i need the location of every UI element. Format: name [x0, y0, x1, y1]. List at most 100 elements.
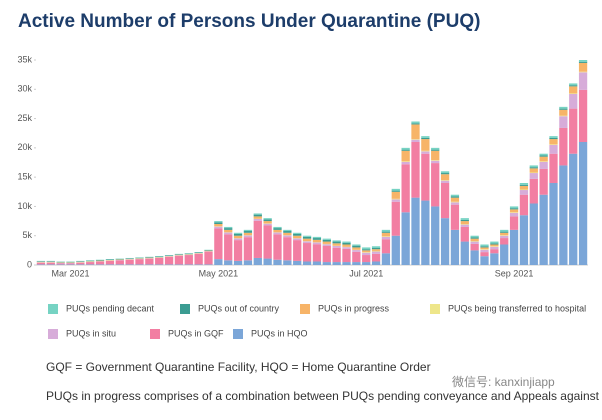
- bar-segment: [520, 183, 528, 185]
- bar-segment: [313, 261, 321, 265]
- bar-segment: [264, 224, 272, 226]
- bar-segment: [451, 230, 459, 265]
- bar-segment: [135, 258, 143, 259]
- bar-segment: [431, 161, 439, 163]
- bar-segment: [254, 216, 262, 218]
- bar-segment: [480, 252, 488, 256]
- bar-segment: [530, 168, 538, 172]
- bar-segment: [352, 246, 360, 248]
- legend-label: PUQs in progress: [318, 303, 390, 313]
- legend-label: PUQs out of country: [198, 303, 280, 313]
- bar-segment: [549, 145, 557, 154]
- bar-segment: [342, 262, 350, 265]
- bar-segment: [165, 264, 173, 265]
- bar-segment: [185, 255, 193, 264]
- bar-segment: [500, 236, 508, 238]
- bar-segment: [372, 248, 380, 249]
- bar-segment: [421, 201, 429, 265]
- bar-segment: [510, 208, 518, 209]
- bar-segment: [342, 249, 350, 262]
- bar-segment: [559, 116, 567, 128]
- bar-segment: [362, 250, 370, 252]
- note: PUQs in progress comprises of a combinat…: [46, 389, 602, 403]
- y-tick-label: 0: [27, 259, 32, 269]
- legend-label: PUQs in situ: [66, 328, 116, 338]
- bar-segment: [57, 262, 65, 263]
- bar-segment: [214, 222, 222, 224]
- bar-segment: [500, 235, 508, 236]
- bar-segment: [549, 138, 557, 139]
- bar-segment: [559, 110, 567, 116]
- bar-segment: [342, 242, 350, 243]
- bar-segment: [579, 72, 587, 90]
- bar-segment: [500, 230, 508, 232]
- bar-segment: [293, 261, 301, 265]
- bar-segment: [214, 228, 222, 259]
- bar-segment: [145, 257, 153, 258]
- bar-segment: [520, 190, 528, 195]
- bar-segment: [471, 236, 479, 238]
- bar-segment: [224, 230, 232, 232]
- bar-segment: [165, 257, 173, 265]
- bar-segment: [382, 230, 390, 232]
- bar-segment: [273, 232, 281, 234]
- bar-segment: [293, 238, 301, 240]
- bar-segment: [559, 116, 567, 117]
- bar-segment: [244, 231, 252, 233]
- watermark: 微信号: kanxinjiapp: [452, 375, 555, 389]
- bar-segment: [204, 264, 212, 265]
- bar-segment: [342, 243, 350, 245]
- bar-segment: [490, 253, 498, 265]
- bar-segment: [224, 232, 232, 234]
- bar-segment: [264, 259, 272, 265]
- bar-segment: [540, 162, 548, 169]
- bar-segment: [421, 151, 429, 152]
- bar-segment: [461, 224, 469, 225]
- bar-segment: [480, 245, 488, 247]
- bar-segment: [313, 237, 321, 238]
- bar-segment: [234, 236, 242, 238]
- bar-segment: [86, 262, 94, 264]
- bar-segment: [510, 212, 518, 213]
- bar-segment: [411, 122, 419, 124]
- bar-segment: [214, 259, 222, 265]
- bar-segment: [411, 124, 419, 139]
- bar-segment: [540, 154, 548, 156]
- bar-segment: [510, 230, 518, 265]
- bar-segment: [175, 264, 183, 265]
- bar-segment: [116, 264, 124, 265]
- bar-segment: [392, 191, 400, 192]
- bar-segment: [471, 244, 479, 250]
- bar-segment: [549, 139, 557, 144]
- bar-segment: [451, 205, 459, 230]
- bar-segment: [520, 185, 528, 186]
- y-tick-label: 35k: [17, 54, 32, 64]
- bar-segment: [441, 181, 449, 183]
- bar-segment: [244, 237, 252, 260]
- bar-segment: [323, 244, 331, 246]
- bar-segment: [402, 150, 410, 151]
- bar-segment: [254, 213, 262, 214]
- bar-segment: [155, 264, 163, 265]
- bar-segment: [490, 247, 498, 249]
- bar-segment: [303, 243, 311, 261]
- bar-segment: [382, 233, 390, 237]
- bar-segment: [579, 72, 587, 73]
- bar-segment: [254, 219, 262, 221]
- bar-segment: [293, 236, 301, 238]
- bar-segment: [362, 253, 370, 255]
- bar-segment: [254, 258, 262, 265]
- bar-segment: [352, 245, 360, 246]
- bar-segment: [37, 261, 45, 262]
- legend-swatch: [48, 304, 58, 314]
- bar-segment: [392, 199, 400, 201]
- bar-segment: [214, 227, 222, 229]
- bar-segment: [185, 264, 193, 265]
- bar-segment: [244, 230, 252, 231]
- bar-segment: [86, 261, 94, 262]
- bar-segment: [126, 264, 134, 265]
- x-tick-label: Sep 2021: [495, 268, 534, 278]
- bar-segment: [549, 144, 557, 145]
- y-tick-label: 25k: [17, 113, 32, 123]
- bar-segment: [540, 195, 548, 265]
